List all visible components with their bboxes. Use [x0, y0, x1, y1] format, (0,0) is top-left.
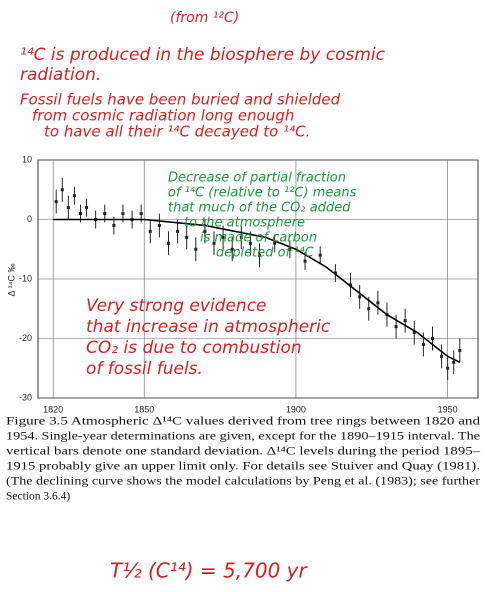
data-point	[112, 223, 116, 227]
data-point	[230, 247, 234, 251]
data-point	[458, 348, 462, 352]
data-point	[367, 307, 371, 311]
handwritten-note: Very strong evidence	[86, 296, 267, 316]
handwritten-note: Fossil fuels have been buried and shield…	[20, 91, 341, 109]
handwritten-note: radiation.	[20, 65, 101, 85]
data-point	[440, 354, 444, 358]
data-point	[288, 247, 292, 251]
y-tick-label: -10	[19, 273, 32, 283]
figure-caption: 1954. Single-year determinations are giv…	[6, 431, 480, 443]
data-point	[258, 253, 262, 257]
data-point	[72, 194, 76, 198]
data-point	[412, 331, 416, 335]
model-curve	[53, 218, 461, 364]
data-point	[273, 241, 277, 245]
y-tick-label: 10	[22, 154, 32, 164]
data-point	[185, 235, 189, 239]
data-point	[303, 259, 307, 263]
y-tick-label: 0	[27, 214, 32, 224]
handwritten-note: T½ (C¹⁴) = 5,700 yr	[110, 559, 308, 583]
data-point	[60, 188, 64, 192]
data-point	[430, 337, 434, 340]
handwritten-note: that much of the CO₂ added	[168, 201, 351, 216]
handwritten-note: (from ¹²C)	[170, 10, 239, 26]
data-point	[239, 235, 243, 239]
data-point	[148, 229, 152, 233]
data-point	[333, 271, 337, 275]
data-point	[248, 241, 252, 245]
data-point	[78, 212, 82, 216]
data-point	[394, 325, 398, 329]
data-point	[203, 229, 207, 233]
handwritten-note: CO₂ is due to combustion	[86, 338, 302, 358]
figure-caption: (The declining curve shows the model cal…	[6, 476, 480, 488]
data-point	[421, 342, 425, 346]
handwritten-note: ¹⁴C is produced in the biosphere by cosm…	[20, 45, 386, 65]
data-point	[221, 235, 225, 239]
data-point	[349, 283, 353, 287]
data-point	[66, 206, 70, 210]
figure-caption: Figure 3.5 Atmospheric Δ¹⁴C values deriv…	[6, 416, 480, 428]
data-point	[166, 241, 170, 245]
y-tick-label: -30	[19, 392, 32, 402]
data-point	[446, 366, 450, 370]
data-point	[358, 295, 362, 299]
handwritten-note: to the atmosphere	[184, 216, 305, 231]
handwritten-note: to have all their ¹⁴C decayed to ¹⁴C.	[44, 123, 310, 141]
handwritten-note: of fossil fuels.	[86, 359, 203, 379]
data-point	[157, 223, 161, 227]
data-point	[403, 319, 407, 323]
data-point	[376, 301, 380, 305]
handwritten-note: is made of carbon	[200, 231, 317, 246]
handwritten-note: from cosmic radiation long enough	[32, 107, 294, 125]
handwritten-note: of ¹⁴C (relative to ¹²C) means	[168, 186, 357, 201]
handwritten-note: Decrease of partial fraction	[168, 171, 346, 186]
figure-caption: 1915 probably give an upper limit only. …	[6, 461, 480, 473]
x-tick-label: 1900	[286, 404, 306, 414]
data-point	[318, 253, 322, 257]
data-point	[194, 247, 198, 251]
data-point	[139, 212, 143, 216]
x-tick-label: 1820	[43, 404, 63, 414]
y-tick-label: -20	[19, 333, 32, 343]
data-point	[212, 241, 216, 245]
data-point	[54, 200, 58, 204]
data-point	[452, 360, 456, 364]
data-point	[85, 206, 89, 210]
handwritten-note: depleted of ¹⁴C	[216, 246, 315, 261]
data-point	[176, 229, 180, 233]
figure-caption: vertical bars denote one standard deviat…	[6, 446, 480, 458]
figure-caption: Section 3.6.4)	[6, 491, 70, 503]
y-axis-label: Δ ¹⁴C ‰	[6, 264, 16, 297]
handwritten-note: that increase in atmospheric	[86, 317, 331, 337]
x-tick-label: 1950	[438, 404, 458, 414]
x-tick-label: 1850	[134, 404, 154, 414]
data-point	[121, 212, 125, 216]
data-point	[103, 212, 107, 216]
